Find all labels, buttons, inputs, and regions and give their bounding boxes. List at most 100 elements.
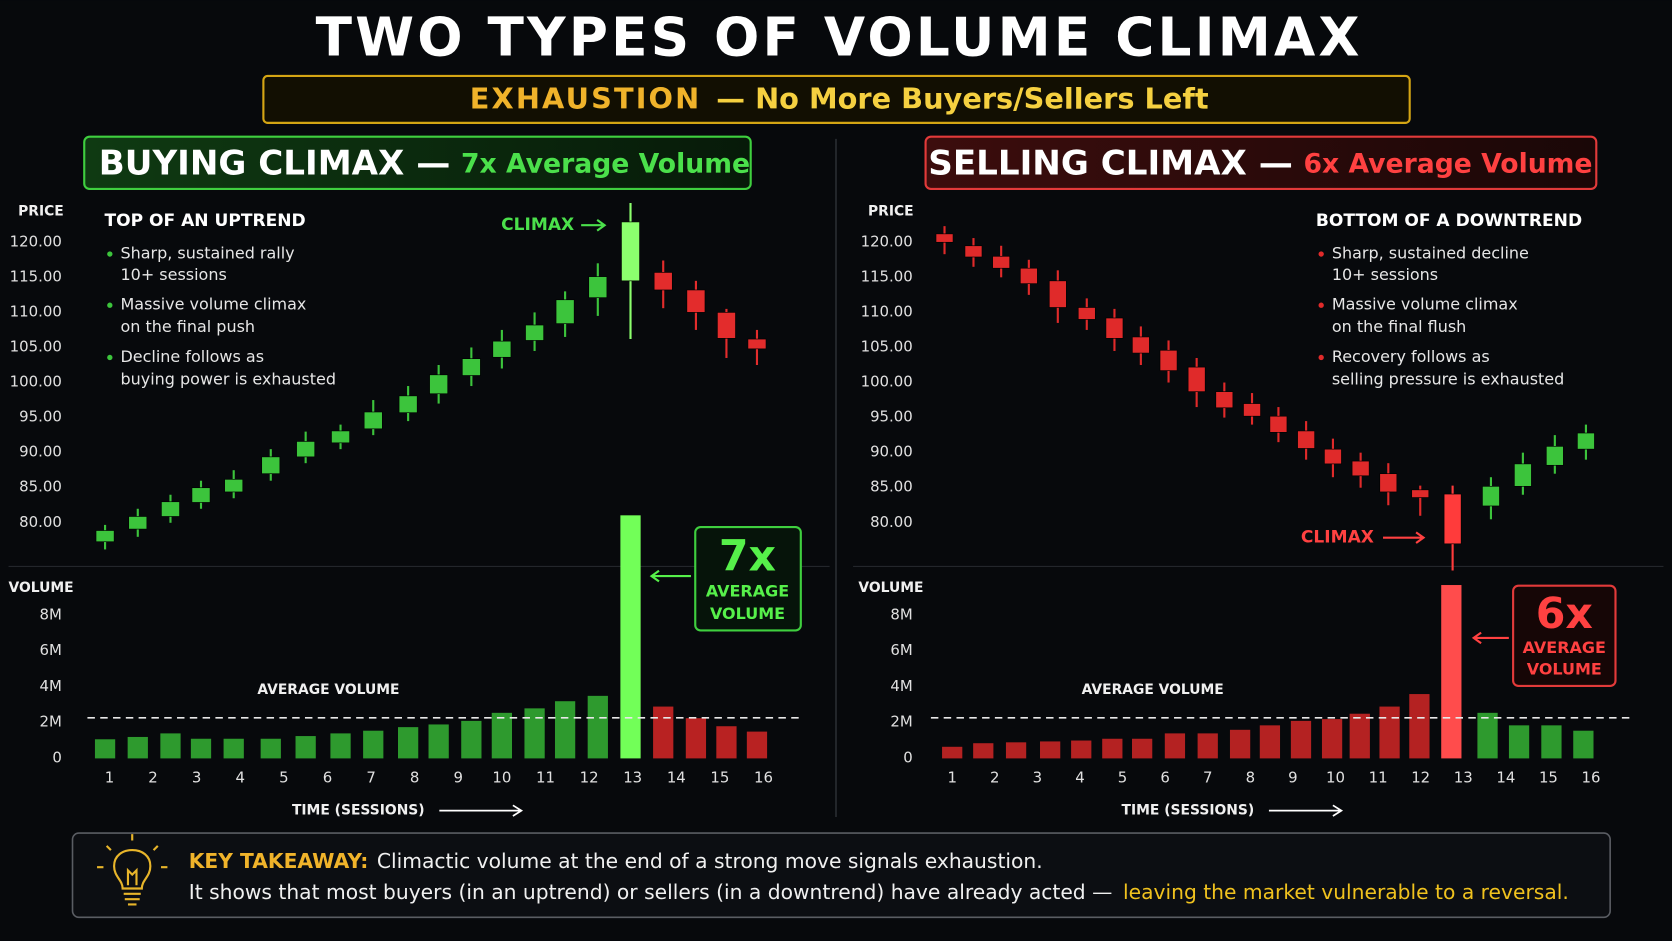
x-axis-label: TIME (SESSIONS) [292, 803, 425, 819]
volume-bar [685, 718, 707, 759]
y-tick-label: 0 [52, 748, 61, 766]
volume-bar [330, 733, 351, 759]
x-tick-label: 9 [454, 769, 463, 787]
annotation-heading: BOTTOM OF A DOWNTREND [1316, 211, 1582, 231]
y-tick-label: 80.00 [870, 513, 913, 531]
y-tick-label: 2M [890, 713, 912, 731]
y-tick-label: 8M [39, 605, 61, 623]
y-tick-label: 100.00 [861, 373, 913, 391]
volume-bar [295, 736, 316, 759]
candle-body [747, 338, 767, 350]
bullet [107, 302, 113, 308]
bullet [107, 251, 113, 257]
volume-bar [1259, 725, 1281, 759]
note: buying power is exhausted [120, 369, 336, 388]
panel-subtitle: 6x Average Volume [1303, 148, 1592, 179]
candle-body [331, 430, 350, 444]
volume-bar [1132, 738, 1153, 759]
x-tick-label: 3 [1033, 769, 1042, 787]
volume-bar [1441, 585, 1462, 759]
x-tick-label: 12 [1411, 769, 1430, 787]
subtitle-lead: EXHAUSTION [470, 81, 702, 115]
y-axis-label: VOLUME [9, 580, 74, 596]
x-tick-label: 10 [1326, 769, 1345, 787]
climax-label: CLIMAX [1301, 528, 1374, 548]
annotation-heading: TOP OF AN UPTREND [105, 211, 306, 231]
x-tick-label: 4 [236, 769, 245, 787]
volume-bar [127, 736, 148, 759]
candle-body [1411, 489, 1430, 498]
y-tick-label: 90.00 [870, 443, 913, 461]
x-tick-label: 6 [323, 769, 332, 787]
note: Massive volume climax [1332, 295, 1518, 314]
candle-body [1351, 460, 1370, 477]
volume-bar [1071, 740, 1092, 759]
y-tick-label: 80.00 [19, 513, 62, 531]
volume-bar [973, 743, 994, 759]
candle-body [398, 395, 418, 414]
x-tick-label: 3 [192, 769, 201, 787]
candle-body [686, 289, 706, 313]
page-title: TWO TYPES OF VOLUME CLIMAX [316, 6, 1363, 68]
candle-body [191, 487, 211, 503]
panel-title-main: SELLING CLIMAX — [928, 143, 1293, 183]
candle-body [1297, 430, 1315, 449]
panel-title-box [83, 135, 752, 191]
panel-title-main: BUYING CLIMAX — [99, 143, 451, 183]
volume-bar [587, 695, 608, 759]
volume-bar [1102, 738, 1123, 759]
x-tick-label: 11 [1369, 769, 1388, 787]
candle-body [1514, 463, 1532, 487]
y-tick-label: 4M [890, 677, 912, 695]
y-tick-label: 110.00 [861, 302, 913, 320]
volume-bar [1573, 730, 1594, 759]
callout-label: 7x [719, 532, 776, 582]
candle-body [363, 411, 383, 430]
volume-bar [491, 712, 513, 759]
bullet [1318, 354, 1324, 361]
x-tick-label: 7 [366, 769, 375, 787]
y-tick-label: 2M [39, 713, 61, 731]
y-axis-label: PRICE [868, 203, 914, 219]
candle-body [588, 276, 608, 298]
callout-caption: AVERAGE [1523, 638, 1606, 657]
y-tick-label: 85.00 [870, 478, 913, 496]
x-tick-label: 16 [754, 769, 773, 787]
volume-bar [160, 733, 181, 759]
takeaway-text: Climactic volume at the end of a strong … [377, 848, 1043, 872]
climax-label: CLIMAX [501, 215, 574, 235]
volume-bar [1349, 713, 1370, 759]
bullet [107, 354, 113, 361]
x-tick-label: 2 [148, 769, 157, 787]
candle-body [1077, 307, 1096, 320]
candle-body [653, 272, 673, 291]
x-tick-label: 9 [1288, 769, 1297, 787]
candle-body [621, 221, 640, 282]
candle-body [492, 340, 512, 358]
panel-title: BUYING CLIMAX — 7x Average Volume [99, 143, 750, 183]
note: 10+ sessions [1332, 265, 1438, 284]
y-tick-label: 115.00 [861, 267, 913, 285]
volume-bar [1040, 741, 1061, 759]
candle-body [296, 441, 316, 458]
subtitle-rest: — No More Buyers/Sellers Left [716, 81, 1209, 115]
volume-bar [554, 701, 576, 759]
candle-body [1187, 366, 1206, 392]
candle-body [1159, 349, 1178, 371]
callout-label: 6x [1536, 589, 1593, 639]
candle-body [1048, 280, 1067, 308]
average-label: AVERAGE VOLUME [1082, 682, 1224, 698]
y-tick-label: 115.00 [10, 267, 62, 285]
x-tick-label: 15 [1539, 769, 1558, 787]
volume-bar [1321, 719, 1343, 759]
y-tick-label: 95.00 [870, 408, 913, 426]
x-tick-label: 5 [1118, 769, 1127, 787]
volume-bar [363, 730, 384, 759]
takeaway-line: It shows that most buyers (in an uptrend… [189, 879, 1569, 903]
volume-bar [461, 720, 482, 759]
candle-body [461, 358, 481, 376]
volume-bar [716, 726, 737, 759]
y-tick-label: 90.00 [19, 443, 62, 461]
